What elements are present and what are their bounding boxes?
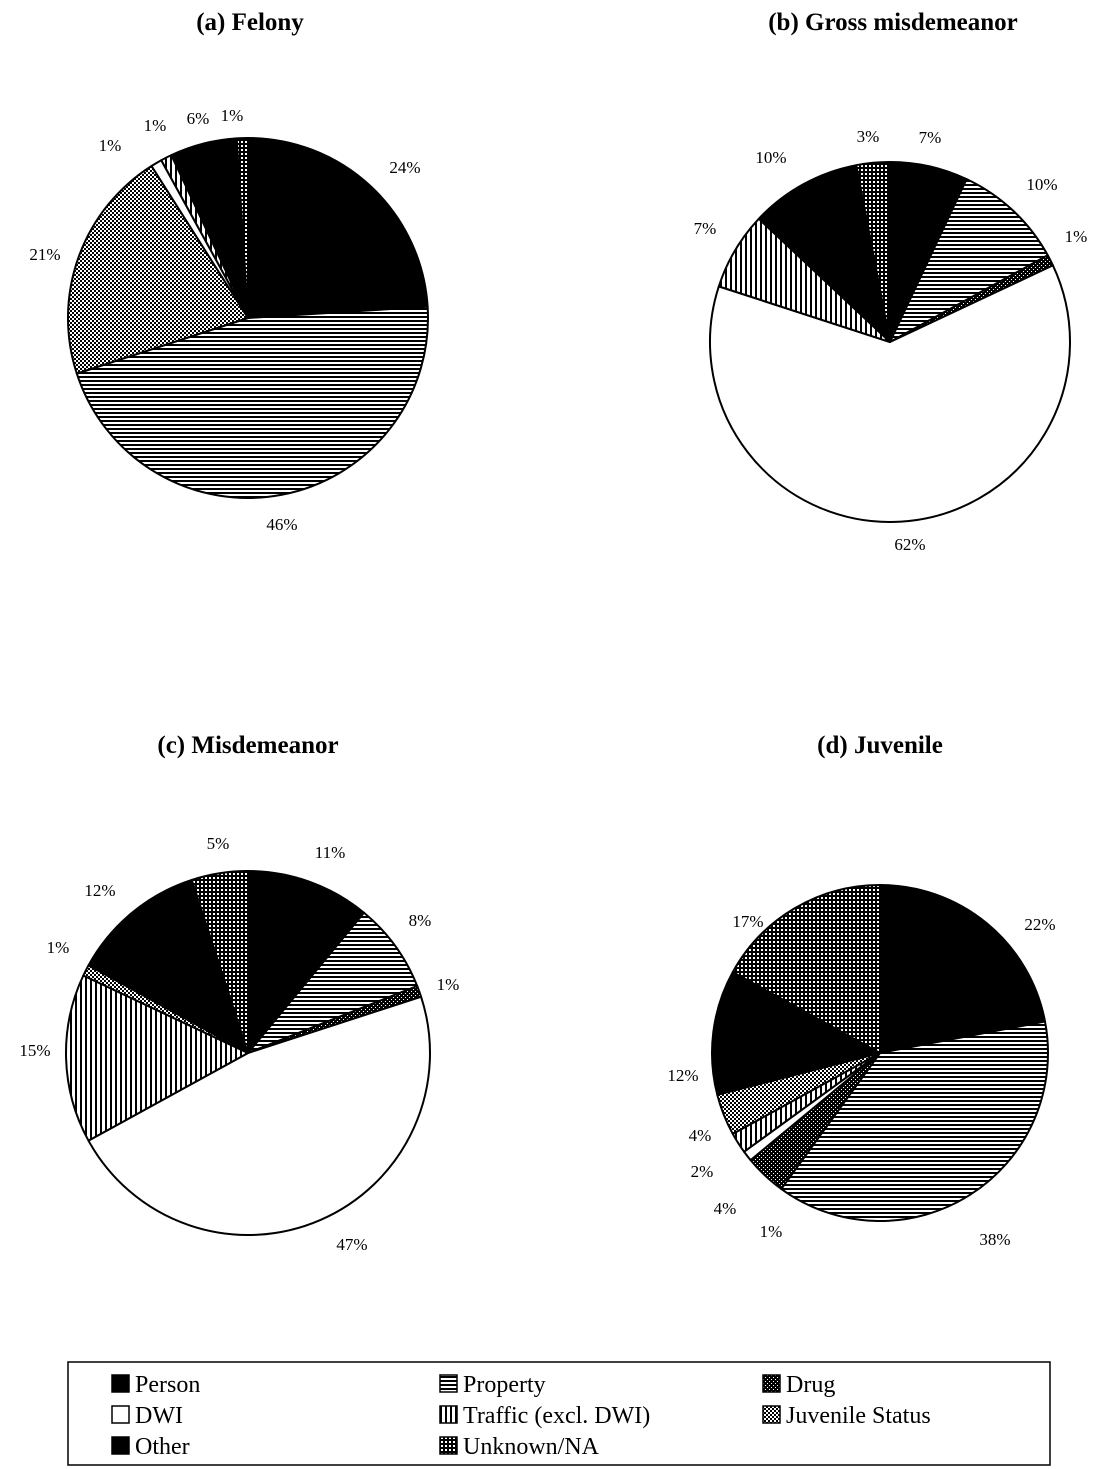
slice-label-juvenile-status: 21% [29,245,60,264]
legend-label-traffic-excl-dwi: Traffic (excl. DWI) [463,1403,650,1429]
slice-label-unknown-na: 5% [207,834,230,853]
legend-swatch-person [111,1374,130,1393]
legend-swatch-traffic-excl-dwi [439,1405,458,1424]
legend-swatch-drug [762,1374,781,1393]
legend: Person Property Drug DWI Traffic (excl. DWI)… [67,1361,1051,1466]
pie-chart-1: (a) Felony 24% 46% 21% 1% 1% 6% 1% [29,9,429,534]
legend-label-other: Other [135,1434,190,1460]
pie-chart-2: (b) Gross misdemeanor 7% 10% 1% 62% 7% 10% 3% [694,9,1088,554]
slice-label-juvenile-status: 4% [689,1126,712,1145]
pie-slice-other [87,878,249,1054]
pie-slice-property [75,305,429,499]
pie-slice-unknown-na [731,884,881,1054]
pie-slice-property [780,1020,1049,1222]
legend-label-drug: Drug [786,1372,835,1398]
chart-title: (b) Gross misdemeanor [768,9,1018,36]
legend-swatch-dwi [111,1405,130,1424]
pie-slice-unknown-na [855,161,891,343]
pie-slice-unknown-na [235,137,249,319]
legend-label-person: Person [135,1372,200,1398]
pie-slice-property [247,911,419,1054]
slice-label-person: 22% [1024,915,1055,934]
slice-label-traffic-excl-dwi: 7% [694,219,717,238]
chart-title: (a) Felony [196,9,304,36]
pie-slice-person [247,137,429,319]
pie-chart-3: (c) Misdemeanor 11% 8% 1% 47% 15% 1% 12% 5% [19,732,459,1254]
slice-label-traffic-excl-dwi: 15% [19,1041,50,1060]
pie-slice-other [757,164,891,343]
legend-label-juvenile-status: Juvenile Status [786,1403,931,1429]
pie-slice-person [247,870,366,1054]
slice-label-property: 38% [979,1230,1010,1249]
slice-label-dwi: 1% [760,1222,783,1241]
legend-label-property: Property [463,1372,546,1398]
slice-label-traffic-excl-dwi: 2% [691,1162,714,1181]
pie-slice-dwi [87,995,431,1236]
slice-label-dwi: 47% [336,1235,367,1254]
slice-label-other: 10% [755,148,786,167]
slice-label-other: 12% [667,1066,698,1085]
slice-label-drug: 4% [714,1199,737,1218]
pie-slice-juvenile-status [67,165,249,375]
slice-label-unknown-na: 17% [732,912,763,931]
chart-title: (c) Misdemeanor [157,732,338,759]
slice-label-other: 6% [187,109,210,128]
legend-label-dwi: DWI [135,1403,183,1429]
slice-label-person: 7% [919,128,942,147]
pie-slice-property [889,178,1049,343]
slice-label-property: 46% [266,515,297,534]
slice-label-dwi: 1% [99,136,122,155]
legend-label-unknown-na: Unknown/NA [463,1434,600,1460]
legend-swatch-property [439,1374,458,1393]
slice-label-juvenile-status: 1% [47,938,70,957]
slice-label-traffic-excl-dwi: 1% [144,116,167,135]
slice-label-drug: 1% [1065,227,1088,246]
legend-swatch-other [111,1436,130,1455]
slice-label-drug: 1% [437,975,460,994]
slice-label-property: 8% [409,911,432,930]
slice-label-person: 11% [315,843,346,862]
slice-label-property: 10% [1026,175,1057,194]
chart-title: (d) Juvenile [817,732,943,759]
slice-label-person: 24% [389,158,420,177]
slice-label-other: 12% [84,881,115,900]
pie-slice-other [711,971,881,1096]
slice-label-dwi: 62% [894,535,925,554]
pie-slice-unknown-na [190,870,249,1054]
slice-label-unknown-na: 3% [857,127,880,146]
slice-label-unknown-na: 1% [221,106,244,125]
pie-slice-person [879,884,1047,1054]
pie-slice-traffic-excl-dwi [65,974,249,1142]
pie-slice-dwi [709,264,1071,523]
legend-swatch-juvenile-status [762,1405,781,1424]
legend-box [67,1361,1051,1466]
legend-swatch-unknown-na [439,1436,458,1455]
